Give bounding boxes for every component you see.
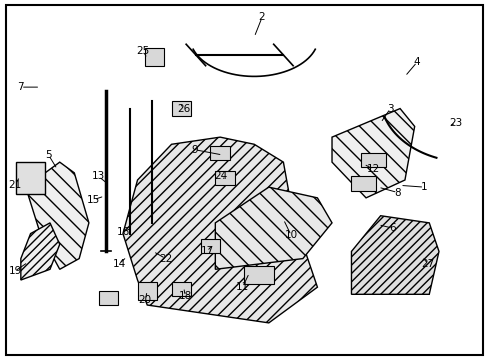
Text: 6: 6 <box>388 223 395 233</box>
Text: 14: 14 <box>112 259 125 269</box>
Text: 16: 16 <box>116 227 129 237</box>
Polygon shape <box>21 223 60 280</box>
Bar <box>16 162 45 194</box>
Polygon shape <box>122 137 317 323</box>
Text: 12: 12 <box>366 164 379 174</box>
Bar <box>215 171 234 185</box>
Polygon shape <box>331 109 414 198</box>
Text: 24: 24 <box>214 171 227 181</box>
Bar <box>137 282 157 300</box>
Bar <box>171 282 191 296</box>
Text: 9: 9 <box>191 145 197 155</box>
Text: 22: 22 <box>159 253 172 264</box>
Bar <box>171 102 191 116</box>
Bar <box>361 153 385 167</box>
Text: 15: 15 <box>87 195 100 204</box>
Text: 25: 25 <box>137 46 150 57</box>
Bar <box>351 176 375 191</box>
Bar <box>201 239 220 253</box>
Bar <box>244 266 273 284</box>
Text: 7: 7 <box>18 82 24 92</box>
Text: 18: 18 <box>178 291 191 301</box>
Text: 1: 1 <box>420 182 427 192</box>
Text: 4: 4 <box>413 57 420 67</box>
Text: 13: 13 <box>92 171 105 181</box>
Text: 23: 23 <box>448 118 462 128</box>
Polygon shape <box>351 216 438 294</box>
Text: 11: 11 <box>235 282 249 292</box>
Text: 17: 17 <box>200 247 213 256</box>
Bar <box>99 291 118 305</box>
Polygon shape <box>215 187 331 269</box>
Text: 2: 2 <box>258 13 265 22</box>
Bar <box>210 146 229 160</box>
Text: 19: 19 <box>8 266 21 276</box>
Text: 8: 8 <box>393 188 400 198</box>
Text: 10: 10 <box>284 230 297 240</box>
Text: 20: 20 <box>139 295 152 305</box>
Text: 21: 21 <box>8 180 21 190</box>
Bar <box>144 48 164 66</box>
Text: 27: 27 <box>421 259 434 269</box>
Text: 26: 26 <box>177 104 190 113</box>
Text: 5: 5 <box>45 150 52 160</box>
Text: 3: 3 <box>386 104 393 113</box>
Polygon shape <box>26 162 89 269</box>
